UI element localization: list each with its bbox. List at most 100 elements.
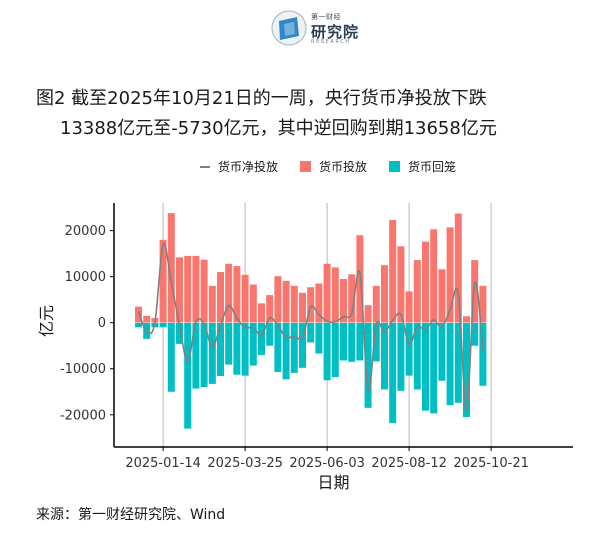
bar-injection [463,316,470,323]
y-tick-label: -20000 [60,408,106,423]
x-tick-label: 2025-10-21 [453,456,529,471]
bar-withdrawal [331,322,339,378]
bar-injection [135,306,142,323]
bar-injection [471,260,479,323]
bar-withdrawal [266,322,274,346]
bar-injection [233,266,241,323]
bar-withdrawal [454,322,462,403]
bar-injection [241,274,249,323]
bar-withdrawal [192,322,200,389]
y-tick-label: 20000 [65,224,106,239]
bar-injection [143,315,151,323]
bar-withdrawal [135,322,142,328]
bar-withdrawal [340,322,347,361]
bar-withdrawal [348,322,356,362]
bar-injection [176,257,183,323]
logo: 第一财经 研究院 RESEARCH [270,8,366,50]
bar-injection [413,260,421,323]
x-tick-label: 2025-08-12 [371,456,447,471]
bar-injection [323,263,331,323]
bar-withdrawal [381,322,388,390]
bar-injection [454,213,462,323]
bar-withdrawal [176,322,183,344]
bar-withdrawal [241,322,249,376]
bar-injection [364,305,372,323]
bar-withdrawal [397,322,405,391]
bar-injection [340,278,347,323]
bar-injection [397,246,405,323]
bar-injection [438,269,446,323]
legend-swatch-net [200,165,210,168]
series-line-net [137,242,484,412]
legend-item-injection: 货币投放 [300,158,367,175]
bar-withdrawal [307,322,315,343]
bar-injection [389,220,397,323]
legend-item-withdrawal: 货币回笼 [389,158,456,175]
bar-injection [430,229,438,323]
bar-withdrawal [290,322,298,373]
legend-label-withdrawal: 货币回笼 [408,160,457,174]
x-tick-label: 2025-01-14 [125,456,201,471]
legend-swatch-withdrawal [389,161,401,172]
bar-withdrawal [208,322,216,384]
bar-withdrawal [422,322,429,411]
bar-withdrawal [323,322,331,381]
y-tick-label: 0 [98,316,106,331]
legend-swatch-injection [300,161,312,172]
bar-withdrawal [446,322,454,406]
bar-injection [422,241,429,323]
logo-text-institute: 研究院 [311,23,360,41]
logo-text-research: RESEARCH [311,39,351,45]
bar-withdrawal [143,322,151,339]
bar-withdrawal [463,322,470,418]
bar-withdrawal [364,322,372,408]
bar-withdrawal [274,322,282,372]
bar-injection [381,265,388,323]
bar-withdrawal [159,322,167,328]
x-tick-label: 2025-03-25 [207,456,283,471]
bar-injection [184,255,192,323]
bar-withdrawal [299,322,306,368]
bar-injection [331,267,339,323]
bar-injection [167,213,175,323]
bar-withdrawal [217,322,224,377]
bar-withdrawal [167,322,175,392]
bar-injection [208,285,216,323]
y-axis-title: 亿元 [37,305,56,337]
bar-withdrawal [405,322,413,376]
bar-withdrawal [315,322,323,354]
bar-withdrawal [372,322,380,362]
bar-injection [225,263,233,323]
y-tick-label: -10000 [60,362,106,377]
bar-injection [405,291,413,323]
bar-withdrawal [438,322,446,381]
bar-injection [159,239,167,323]
bar-injection [258,303,265,323]
bar-injection [249,284,257,323]
bar-withdrawal [356,322,364,361]
bar-injection [217,272,224,323]
bar-withdrawal [184,322,192,429]
bar-injection [479,285,487,323]
bar-withdrawal [413,322,421,390]
bar-withdrawal [479,322,487,386]
bar-withdrawal [282,322,290,380]
chart-plot: 20000 10000 0 -10000 -20000 2025-01-14 2025-03… [37,203,573,492]
bar-withdrawal [389,322,397,424]
legend-label-net: 货币净投放 [218,160,279,174]
logo-text-brand: 第一财经 [311,13,341,21]
bar-injection [299,292,306,323]
bar-withdrawal [225,322,233,365]
x-axis-title: 日期 [317,473,349,492]
bar-injection [307,287,315,323]
logo-mark-icon [271,10,307,46]
x-tick-label: 2025-06-03 [289,456,365,471]
legend-item-net: 货币净投放 [200,158,278,175]
legend-label-injection: 货币投放 [319,160,368,174]
chart-title-line-2: 13388亿元至-5730亿元，其中逆回购到期13658亿元 [60,118,497,139]
bar-withdrawal [233,322,241,375]
bar-injection [282,280,290,323]
bar-injection [200,259,208,323]
bar-injection [446,227,454,323]
bar-withdrawal [249,322,257,366]
